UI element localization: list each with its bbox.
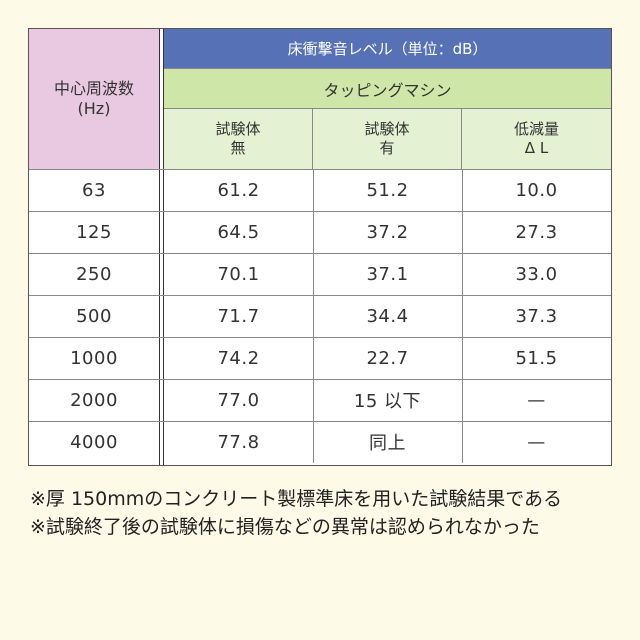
sub-header-line2: 無	[230, 139, 246, 157]
reduction-cell: 51.5	[515, 347, 558, 369]
row-divider	[29, 421, 611, 422]
reduction-cell: 37.3	[515, 305, 558, 327]
row-divider	[29, 337, 611, 338]
frequency-header: 中心周波数 (Hz)	[29, 29, 159, 169]
row-divider	[29, 253, 611, 254]
without-specimen-cell: 77.0	[217, 389, 260, 411]
double-divider	[159, 29, 164, 465]
header-bottom-line	[29, 169, 611, 170]
frequency-header-label: 中心周波数	[53, 79, 134, 98]
sub-header-line1: 試験体	[215, 120, 261, 138]
with-specimen-cell: 同上	[369, 433, 406, 454]
with-specimen-cell: 22.7	[366, 347, 409, 369]
without-specimen-cell: 70.1	[217, 263, 260, 285]
reduction-cell: —	[527, 389, 546, 411]
row-divider	[29, 379, 611, 380]
row-divider	[29, 295, 611, 296]
frequency-cell: 63	[82, 179, 106, 201]
with-specimen-cell: 51.2	[366, 179, 409, 201]
without-specimen-cell: 71.7	[217, 305, 260, 327]
with-specimen-cell: 15 以下	[353, 391, 422, 412]
sub-header-line1: 低減量	[513, 120, 559, 138]
frequency-cell: 250	[76, 263, 112, 285]
frequency-cell: 500	[76, 305, 112, 327]
floor-impact-sound-header: 床衝撃音レベル（単位：dB）	[164, 29, 611, 69]
reduction-cell: 10.0	[515, 179, 558, 201]
without-specimen-cell: 61.2	[217, 179, 260, 201]
frequency-cell: 4000	[70, 431, 118, 453]
sub-header-without-specimen: 試験体 無	[164, 109, 313, 169]
note-test-floor: ※厚 150mmのコンクリート製標準床を用いた試験結果である	[30, 488, 563, 510]
frequency-header-unit: (Hz)	[77, 99, 111, 118]
reduction-cell: 27.3	[515, 221, 558, 243]
frequency-cell: 2000	[70, 389, 118, 411]
sub-header-reduction: 低減量 Δ L	[462, 109, 611, 169]
note-no-damage: ※試験終了後の試験体に損傷などの異常は認められなかった	[30, 516, 540, 538]
without-specimen-cell: 77.8	[217, 431, 260, 453]
without-specimen-cell: 74.2	[217, 347, 260, 369]
tapping-machine-header: タッピングマシン	[164, 69, 611, 109]
reduction-cell: 33.0	[515, 263, 558, 285]
column-divider	[462, 169, 463, 463]
frequency-cell: 1000	[70, 347, 118, 369]
with-specimen-cell: 34.4	[366, 305, 409, 327]
sub-header-line1: 試験体	[364, 120, 410, 138]
with-specimen-cell: 37.2	[366, 221, 409, 243]
sub-header-line2: Δ L	[524, 139, 549, 157]
column-divider	[313, 169, 314, 463]
sound-reduction-table: 中心周波数 (Hz) 床衝撃音レベル（単位：dB） タッピングマシン 試験体 無…	[28, 28, 612, 466]
reduction-cell: —	[527, 431, 546, 453]
sub-header-line2: 有	[379, 139, 395, 157]
sub-header-with-specimen: 試験体 有	[313, 109, 462, 169]
frequency-cell: 125	[76, 221, 112, 243]
with-specimen-cell: 37.1	[366, 263, 409, 285]
row-divider	[29, 211, 611, 212]
without-specimen-cell: 64.5	[217, 221, 260, 243]
